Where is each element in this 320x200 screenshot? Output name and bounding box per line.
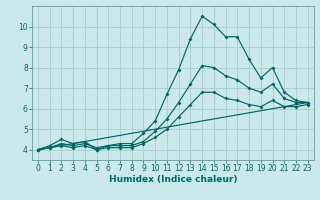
X-axis label: Humidex (Indice chaleur): Humidex (Indice chaleur) — [108, 175, 237, 184]
